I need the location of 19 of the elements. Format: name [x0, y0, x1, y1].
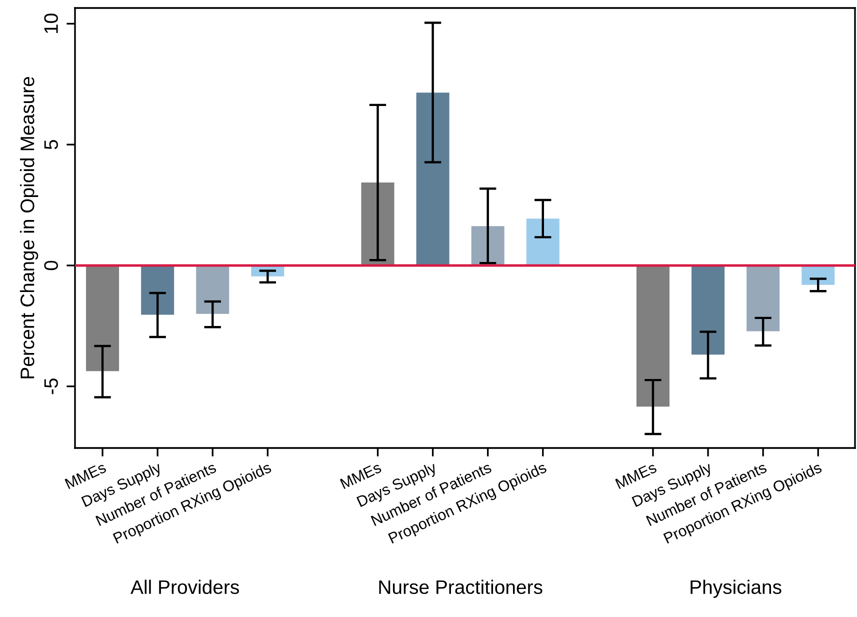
bar — [141, 265, 174, 315]
text: Physicians — [690, 580, 782, 598]
y-tick-label: 0 — [44, 260, 58, 270]
bar — [416, 92, 450, 266]
text: All Providers — [130, 580, 239, 594]
bar — [692, 265, 725, 355]
bar — [526, 218, 560, 266]
bar — [746, 265, 780, 332]
bar — [86, 265, 120, 372]
x-tick-label: MMEs — [64, 462, 107, 490]
x-tick-label: MMEs — [615, 462, 658, 490]
text: Nurse Practitioners — [379, 580, 542, 594]
y-tick-label: 5 — [44, 140, 58, 150]
bar — [196, 265, 230, 314]
y-tick-label: -5 — [44, 378, 58, 394]
bar — [636, 265, 670, 407]
x-tick-label: MMEs — [340, 462, 382, 490]
y-axis-title: Percent Change in Opioid Measure — [20, 76, 38, 378]
y-tick-label: 10 — [44, 14, 58, 34]
